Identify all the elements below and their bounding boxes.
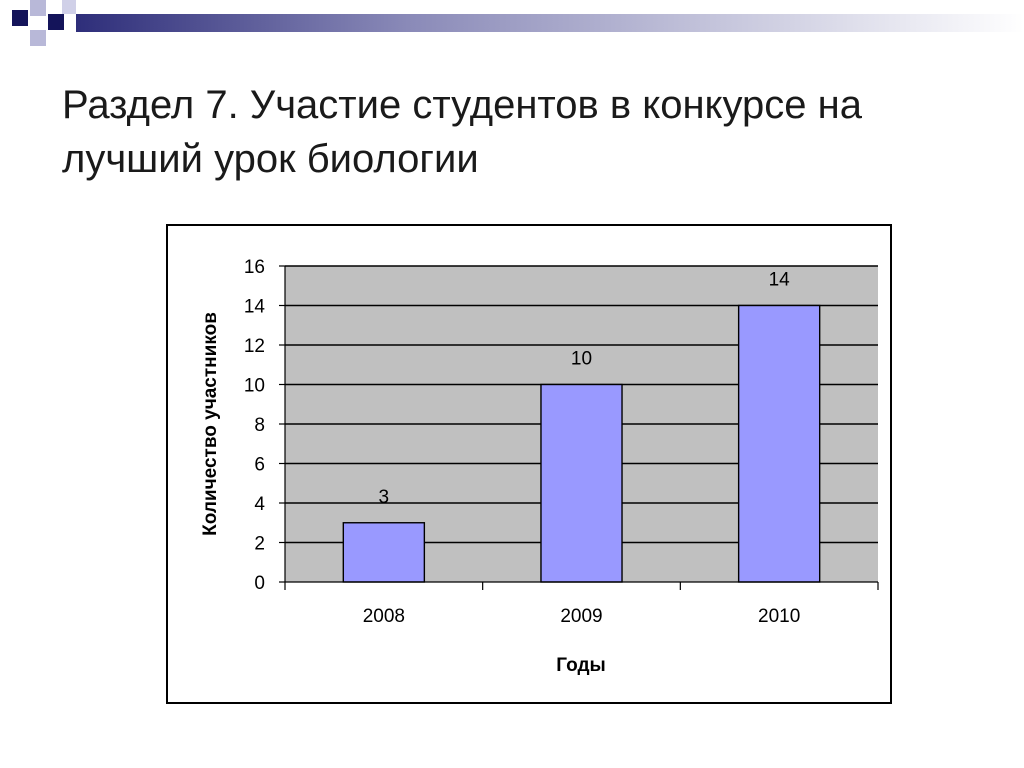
y-tick-labels: 0 2 4 6 8 10 12 14 16 — [244, 257, 266, 594]
bar-2010 — [737, 304, 821, 583]
x-tick-label: 2008 — [363, 606, 405, 627]
slide-title: Раздел 7. Участие студентов в конкурсе н… — [62, 83, 862, 181]
bar-2008 — [342, 522, 426, 583]
decoration-square — [30, 30, 46, 46]
y-tick-label: 0 — [254, 573, 265, 594]
bar-2009 — [540, 383, 623, 583]
y-tick-label: 14 — [244, 297, 266, 318]
bars — [342, 304, 821, 583]
chart-frame: 0 2 4 6 8 10 12 14 16 2008 2009 2010 3 10 14 Годы Ко… — [166, 224, 892, 704]
decoration-square — [48, 14, 64, 30]
data-label: 3 — [379, 487, 390, 508]
y-tick-label: 16 — [244, 257, 265, 278]
y-axis-title: Количество участников — [200, 312, 221, 536]
x-tick-label: 2010 — [758, 606, 800, 627]
bar-chart: 0 2 4 6 8 10 12 14 16 2008 2009 2010 3 10 14 Годы Ко… — [200, 257, 879, 676]
y-tick-label: 10 — [244, 376, 265, 397]
decoration-square — [62, 0, 76, 14]
y-tick-label: 6 — [254, 455, 265, 476]
y-tick-label: 8 — [254, 415, 265, 436]
x-axis-title: Годы — [556, 655, 605, 676]
decoration-square — [12, 10, 28, 26]
y-tick-label: 4 — [254, 494, 265, 515]
corner-decoration — [12, 0, 1024, 46]
data-label: 14 — [769, 270, 791, 291]
y-tick-label: 2 — [254, 534, 265, 555]
decoration-square — [30, 0, 46, 16]
axes — [279, 265, 879, 590]
data-labels: 3 10 14 — [379, 270, 791, 508]
x-tick-labels: 2008 2009 2010 — [363, 606, 801, 627]
x-tick-label: 2009 — [560, 606, 602, 627]
y-tick-label: 12 — [244, 336, 265, 357]
decoration-stripe — [76, 14, 1024, 32]
data-label: 10 — [571, 349, 592, 370]
